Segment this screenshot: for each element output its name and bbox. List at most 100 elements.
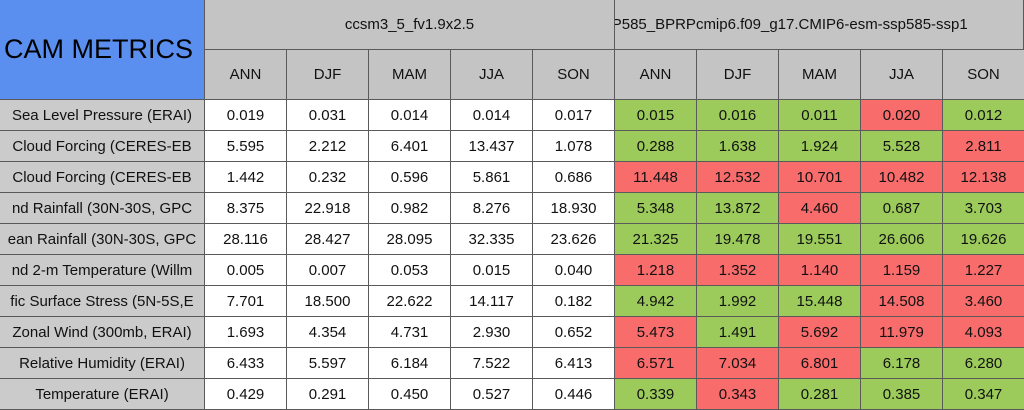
season-header: JJA	[451, 50, 533, 100]
metric-value: 0.343	[697, 379, 779, 410]
metric-value: 19.626	[943, 224, 1024, 255]
metric-value: 1.992	[697, 286, 779, 317]
metric-value: 32.335	[451, 224, 533, 255]
season-header: MAM	[369, 50, 451, 100]
season-header: SON	[943, 50, 1024, 100]
metric-value: 1.159	[861, 255, 943, 286]
season-header: DJF	[287, 50, 369, 100]
metric-value: 0.288	[615, 131, 697, 162]
metric-value: 11.448	[615, 162, 697, 193]
metric-value: 0.020	[861, 100, 943, 131]
metric-value: 2.811	[943, 131, 1024, 162]
metric-label: Cloud Forcing (CERES-EB	[0, 162, 205, 193]
metric-value: 0.385	[861, 379, 943, 410]
group-header: b.e21.BSSP585_BPRPcmip6.f09_g17.CMIP6-es…	[540, 0, 1024, 50]
metric-value: 28.116	[205, 224, 287, 255]
metric-value: 0.281	[779, 379, 861, 410]
metric-value: 0.596	[369, 162, 451, 193]
metric-value: 1.140	[779, 255, 861, 286]
metric-value: 6.280	[943, 348, 1024, 379]
season-header: ANN	[615, 50, 697, 100]
metric-value: 28.095	[369, 224, 451, 255]
metric-value: 1.218	[615, 255, 697, 286]
metric-value: 0.014	[369, 100, 451, 131]
table-title: CAM METRICS	[0, 0, 205, 100]
metric-value: 21.325	[615, 224, 697, 255]
metric-label: Relative Humidity (ERAI)	[0, 348, 205, 379]
metric-value: 0.007	[287, 255, 369, 286]
season-header: DJF	[697, 50, 779, 100]
metric-value: 0.686	[533, 162, 615, 193]
metric-value: 4.354	[287, 317, 369, 348]
metric-value: 1.227	[943, 255, 1024, 286]
metric-value: 8.276	[451, 193, 533, 224]
metric-value: 5.473	[615, 317, 697, 348]
metric-value: 6.401	[369, 131, 451, 162]
metric-value: 1.638	[697, 131, 779, 162]
metric-value: 14.117	[451, 286, 533, 317]
metric-value: 6.413	[533, 348, 615, 379]
metric-value: 6.571	[615, 348, 697, 379]
metric-value: 14.508	[861, 286, 943, 317]
metric-label: Cloud Forcing (CERES-EB	[0, 131, 205, 162]
metric-value: 5.528	[861, 131, 943, 162]
metric-value: 0.053	[369, 255, 451, 286]
metric-value: 0.232	[287, 162, 369, 193]
metric-value: 19.551	[779, 224, 861, 255]
metric-value: 2.212	[287, 131, 369, 162]
metric-value: 7.701	[205, 286, 287, 317]
metric-value: 8.375	[205, 193, 287, 224]
metric-value: 0.527	[451, 379, 533, 410]
metric-value: 0.339	[615, 379, 697, 410]
metric-value: 0.019	[205, 100, 287, 131]
metric-label: nd 2-m Temperature (Willm	[0, 255, 205, 286]
metric-label: Temperature (ERAI)	[0, 379, 205, 410]
metric-value: 10.482	[861, 162, 943, 193]
metric-label: Zonal Wind (300mb, ERAI)	[0, 317, 205, 348]
metric-value: 1.924	[779, 131, 861, 162]
metric-value: 1.491	[697, 317, 779, 348]
metric-value: 22.622	[369, 286, 451, 317]
metric-value: 5.692	[779, 317, 861, 348]
metric-value: 5.597	[287, 348, 369, 379]
metric-value: 0.687	[861, 193, 943, 224]
metric-value: 1.352	[697, 255, 779, 286]
metric-value: 7.034	[697, 348, 779, 379]
metric-value: 0.016	[697, 100, 779, 131]
metric-value: 6.801	[779, 348, 861, 379]
season-header: ANN	[205, 50, 287, 100]
metric-value: 13.872	[697, 193, 779, 224]
metric-value: 0.005	[205, 255, 287, 286]
metric-value: 22.918	[287, 193, 369, 224]
metric-value: 5.861	[451, 162, 533, 193]
metric-value: 7.522	[451, 348, 533, 379]
metric-value: 3.460	[943, 286, 1024, 317]
metric-value: 0.182	[533, 286, 615, 317]
metric-value: 0.347	[943, 379, 1024, 410]
metric-value: 26.606	[861, 224, 943, 255]
metric-value: 5.348	[615, 193, 697, 224]
metric-value: 0.982	[369, 193, 451, 224]
season-header: MAM	[779, 50, 861, 100]
metric-value: 0.040	[533, 255, 615, 286]
metric-value: 0.017	[533, 100, 615, 131]
metric-value: 2.930	[451, 317, 533, 348]
metric-value: 6.433	[205, 348, 287, 379]
metric-value: 0.031	[287, 100, 369, 131]
metric-value: 4.460	[779, 193, 861, 224]
metric-value: 1.442	[205, 162, 287, 193]
season-header: JJA	[861, 50, 943, 100]
metric-value: 6.184	[369, 348, 451, 379]
metric-value: 12.532	[697, 162, 779, 193]
metric-value: 0.446	[533, 379, 615, 410]
metric-value: 4.093	[943, 317, 1024, 348]
metric-value: 28.427	[287, 224, 369, 255]
metric-value: 0.011	[779, 100, 861, 131]
metric-value: 0.014	[451, 100, 533, 131]
metric-value: 1.693	[205, 317, 287, 348]
metric-value: 0.429	[205, 379, 287, 410]
metric-value: 10.701	[779, 162, 861, 193]
metric-value: 19.478	[697, 224, 779, 255]
season-header: SON	[533, 50, 615, 100]
